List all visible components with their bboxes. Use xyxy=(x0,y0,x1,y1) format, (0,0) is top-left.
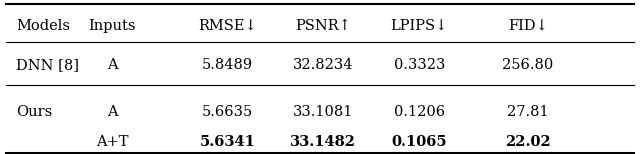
Text: 33.1482: 33.1482 xyxy=(290,135,356,149)
Text: 27.81: 27.81 xyxy=(507,105,549,119)
Text: A: A xyxy=(107,59,117,72)
Text: Ours: Ours xyxy=(16,105,52,119)
Text: 0.1065: 0.1065 xyxy=(392,135,447,149)
Text: RMSE↓: RMSE↓ xyxy=(198,19,257,33)
Text: LPIPS↓: LPIPS↓ xyxy=(390,19,448,33)
Text: Inputs: Inputs xyxy=(88,19,136,33)
Text: 22.02: 22.02 xyxy=(505,135,551,149)
Text: 5.6635: 5.6635 xyxy=(202,105,253,119)
Text: PSNR↑: PSNR↑ xyxy=(295,19,351,33)
Text: A+T: A+T xyxy=(96,135,128,149)
Text: DNN [8]: DNN [8] xyxy=(16,59,79,72)
Text: 33.1081: 33.1081 xyxy=(293,105,353,119)
Text: 0.1206: 0.1206 xyxy=(394,105,445,119)
Text: 0.3323: 0.3323 xyxy=(394,59,445,72)
Text: FID↓: FID↓ xyxy=(508,19,548,33)
Text: 256.80: 256.80 xyxy=(502,59,554,72)
Text: A: A xyxy=(107,105,117,119)
Text: Models: Models xyxy=(16,19,70,33)
Text: 32.8234: 32.8234 xyxy=(293,59,353,72)
Text: 5.6341: 5.6341 xyxy=(199,135,255,149)
Text: 5.8489: 5.8489 xyxy=(202,59,253,72)
